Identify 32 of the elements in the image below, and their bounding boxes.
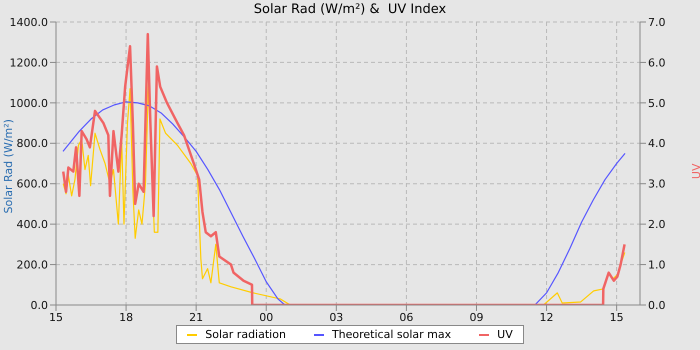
- y-tick-label: 1400.0: [10, 16, 48, 29]
- y2-tick-label: 6.0: [648, 56, 666, 70]
- y-axis-title: Solar Rad (W/m²): [2, 119, 15, 214]
- x-tick-label: 09: [469, 310, 484, 324]
- x-tick-label: 21: [189, 310, 204, 324]
- line-series: [62, 32, 626, 305]
- x-tick-label: 12: [540, 310, 554, 324]
- y-tick-label: 1000.0: [10, 96, 48, 110]
- legend-label: Solar radiation: [204, 328, 286, 341]
- y2-tick-label: 2.0: [648, 218, 666, 232]
- y-tick-label: 800.0: [16, 137, 48, 150]
- legend-label: Theoretical solar max: [330, 328, 452, 341]
- y-tick-label: 400.0: [16, 218, 48, 232]
- x-tick-label: 15: [610, 310, 624, 324]
- x-tick-label: 00: [259, 310, 274, 324]
- y-tick-label: 1200.0: [10, 56, 48, 70]
- y2-tick-label: 1.0: [648, 258, 666, 272]
- y-tick-label: 600.0: [16, 178, 48, 191]
- y2-tick-label: 0.0: [648, 298, 666, 312]
- y-tick-label: 200.0: [16, 258, 48, 272]
- x-tick-label: 03: [329, 310, 344, 324]
- y2-tick-label: 7.0: [648, 16, 666, 29]
- y2-tick-label: 4.0: [648, 137, 666, 150]
- x-tick-label: 06: [399, 310, 414, 324]
- y2-tick-label: 3.0: [648, 178, 666, 191]
- x-tick-label: 15: [49, 310, 63, 324]
- chart-title: Solar Rad (W/m²) & UV Index: [252, 2, 448, 17]
- legend-label: UV: [496, 328, 513, 341]
- y-tick-label: 0.0: [30, 298, 48, 312]
- y2-tick-label: 5.0: [648, 96, 666, 110]
- x-tick-label: 18: [119, 310, 134, 324]
- y2-axis-title: UV: [690, 163, 700, 180]
